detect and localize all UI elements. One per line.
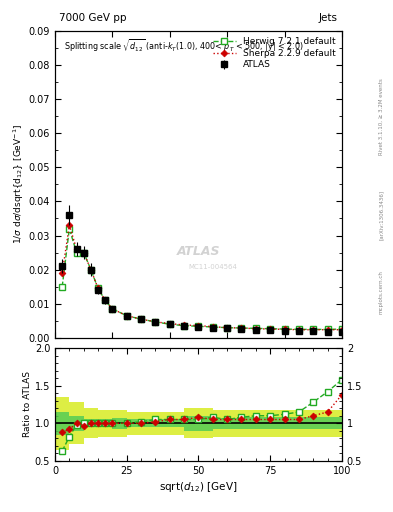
Text: MC11-004564: MC11-004564 <box>188 264 237 270</box>
Line: Herwig 7.2.1 default: Herwig 7.2.1 default <box>59 226 345 332</box>
Herwig 7.2.1 default <box>74 249 79 255</box>
Line: Sherpa 2.2.9 default: Sherpa 2.2.9 default <box>60 223 344 332</box>
Text: mcplots.cern.ch: mcplots.cern.ch <box>379 270 384 314</box>
Sherpa 2.2.9 default <box>225 325 230 331</box>
Herwig 7.2.1 default <box>268 326 273 332</box>
Sherpa 2.2.9 default <box>297 327 301 333</box>
Sherpa 2.2.9 default <box>74 246 79 252</box>
Sherpa 2.2.9 default <box>282 326 287 332</box>
Sherpa 2.2.9 default <box>60 270 64 276</box>
Sherpa 2.2.9 default <box>103 297 108 304</box>
Text: ATLAS: ATLAS <box>177 245 220 259</box>
Herwig 7.2.1 default <box>297 326 301 332</box>
Text: Rivet 3.1.10, ≥ 3.2M events: Rivet 3.1.10, ≥ 3.2M events <box>379 78 384 155</box>
Sherpa 2.2.9 default <box>311 327 316 333</box>
Sherpa 2.2.9 default <box>153 319 158 325</box>
Sherpa 2.2.9 default <box>268 326 273 332</box>
Sherpa 2.2.9 default <box>96 285 101 291</box>
Herwig 7.2.1 default <box>325 326 330 332</box>
Text: Splitting scale $\sqrt{d_{12}}$ (anti-$k_T$(1.0), 400< $p_T$ < 500, |y| < 2.0): Splitting scale $\sqrt{d_{12}}$ (anti-$k… <box>64 37 303 54</box>
Sherpa 2.2.9 default <box>253 326 258 332</box>
Herwig 7.2.1 default <box>110 306 115 312</box>
Sherpa 2.2.9 default <box>211 324 215 330</box>
Sherpa 2.2.9 default <box>167 321 172 327</box>
Herwig 7.2.1 default <box>88 267 93 273</box>
Herwig 7.2.1 default <box>167 321 172 327</box>
Sherpa 2.2.9 default <box>88 267 93 273</box>
Sherpa 2.2.9 default <box>67 222 72 228</box>
Herwig 7.2.1 default <box>225 325 230 331</box>
Text: 7000 GeV pp: 7000 GeV pp <box>59 13 127 23</box>
Sherpa 2.2.9 default <box>125 313 129 319</box>
Herwig 7.2.1 default <box>125 313 129 319</box>
Sherpa 2.2.9 default <box>325 327 330 333</box>
Herwig 7.2.1 default <box>211 324 215 330</box>
Herwig 7.2.1 default <box>253 325 258 331</box>
Legend: Herwig 7.2.1 default, Sherpa 2.2.9 default, ATLAS: Herwig 7.2.1 default, Sherpa 2.2.9 defau… <box>209 33 339 73</box>
X-axis label: sqrt($d_{12}$) [GeV]: sqrt($d_{12}$) [GeV] <box>159 480 238 494</box>
Herwig 7.2.1 default <box>182 323 187 329</box>
Herwig 7.2.1 default <box>96 285 101 291</box>
Herwig 7.2.1 default <box>139 316 143 322</box>
Sherpa 2.2.9 default <box>139 316 143 322</box>
Text: Jets: Jets <box>319 13 338 23</box>
Sherpa 2.2.9 default <box>182 322 187 328</box>
Sherpa 2.2.9 default <box>196 323 201 329</box>
Y-axis label: Ratio to ATLAS: Ratio to ATLAS <box>23 372 32 437</box>
Herwig 7.2.1 default <box>67 226 72 232</box>
Y-axis label: 1/$\sigma$ d$\sigma$/dsqrt{d$_{12}$} [GeV$^{-1}$]: 1/$\sigma$ d$\sigma$/dsqrt{d$_{12}$} [Ge… <box>11 124 26 244</box>
Sherpa 2.2.9 default <box>110 306 115 312</box>
Herwig 7.2.1 default <box>196 323 201 329</box>
Herwig 7.2.1 default <box>311 326 316 332</box>
Herwig 7.2.1 default <box>60 284 64 290</box>
Text: [arXiv:1306.3436]: [arXiv:1306.3436] <box>379 190 384 240</box>
Herwig 7.2.1 default <box>282 326 287 332</box>
Sherpa 2.2.9 default <box>340 327 344 333</box>
Sherpa 2.2.9 default <box>81 249 86 255</box>
Sherpa 2.2.9 default <box>239 325 244 331</box>
Herwig 7.2.1 default <box>239 325 244 331</box>
Herwig 7.2.1 default <box>153 319 158 325</box>
Herwig 7.2.1 default <box>81 249 86 255</box>
Herwig 7.2.1 default <box>103 297 108 304</box>
Herwig 7.2.1 default <box>340 326 344 332</box>
